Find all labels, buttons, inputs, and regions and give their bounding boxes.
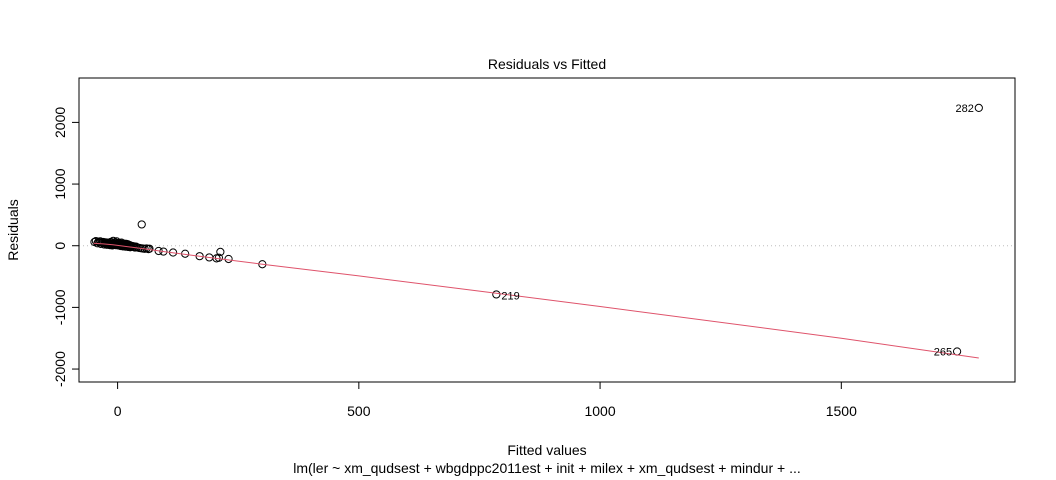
y-tick-label: 1000 [52, 168, 68, 199]
point-label-219: 219 [501, 290, 519, 302]
residual-point [492, 290, 501, 299]
chart-title: Residuals vs Fitted [488, 56, 606, 72]
point-label-265: 265 [934, 346, 952, 358]
y-tick-label: -2000 [52, 351, 68, 387]
model-formula-subtitle: lm(ler ~ xm_qudsest + wbgdppc2011est + i… [293, 460, 801, 476]
y-axis-label: Residuals [5, 199, 21, 260]
smoother-line [93, 242, 979, 359]
x-tick-label: 0 [114, 403, 122, 419]
y-tick-label: 0 [52, 242, 68, 250]
point-label-282: 282 [955, 103, 973, 115]
residual-point [974, 103, 983, 113]
y-tick-label: -1000 [52, 289, 68, 325]
residual-point [953, 347, 962, 356]
x-axis-label: Fitted values [507, 442, 586, 458]
y-axis: -2000 -1000 0 1000 2000 [52, 107, 80, 387]
plot-frame [78, 77, 1016, 383]
x-axis: 0 500 1000 1500 [114, 381, 857, 419]
x-tick-label: 1500 [826, 403, 857, 419]
residual-point [137, 220, 146, 229]
y-tick-label: 2000 [52, 107, 68, 138]
residual-point [214, 253, 224, 262]
x-tick-label: 500 [347, 403, 371, 419]
plot-area: 282 219 265 [79, 103, 1015, 359]
x-tick-label: 1000 [584, 403, 615, 419]
residual-point [216, 247, 225, 256]
residual-point [224, 254, 233, 264]
